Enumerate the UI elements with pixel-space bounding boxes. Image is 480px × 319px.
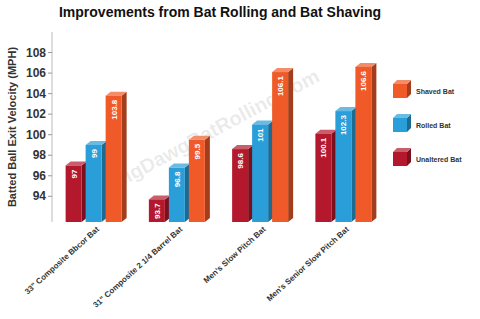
data-label: 100.1 xyxy=(319,137,328,158)
y-tick xyxy=(48,52,52,53)
bar-top xyxy=(66,162,87,166)
y-tick-label: 106 xyxy=(26,66,46,80)
legend-label: Rolled Bat xyxy=(416,122,451,129)
x-tick-label: 31" Composite 2 1/4 Barrel Bat xyxy=(91,225,184,310)
legend-swatch-top xyxy=(393,80,411,84)
bar-top xyxy=(232,145,253,149)
data-label: 101 xyxy=(256,128,265,142)
data-label: 103.8 xyxy=(110,99,119,120)
x-tick-label: Men's Slow Pitch Bat xyxy=(202,225,268,286)
bar xyxy=(189,140,205,222)
bar-top xyxy=(335,107,356,111)
bar xyxy=(169,168,185,222)
bar xyxy=(66,166,82,222)
data-label: 96.8 xyxy=(173,171,182,187)
legend-swatch-top xyxy=(393,114,411,118)
data-label: 98.6 xyxy=(236,153,245,169)
data-label: 97 xyxy=(70,169,79,178)
bar xyxy=(315,134,331,222)
bar-top xyxy=(86,141,107,145)
bar-side xyxy=(122,92,127,222)
bar-side xyxy=(288,68,293,222)
x-tick-label: Men's Senior Slow Pitch Bat xyxy=(265,225,351,304)
bar-top xyxy=(252,120,273,124)
title: Improvements from Bat Rolling and Bat Sh… xyxy=(59,4,381,20)
bar xyxy=(335,111,351,222)
y-tick xyxy=(48,196,52,197)
chart-container: Improvements from Bat Rolling and Bat Sh… xyxy=(0,0,480,319)
bar-side xyxy=(205,136,210,222)
y-axis-label: Batted Ball Exit Velocity (MPH) xyxy=(6,47,18,207)
y-tick-label: 98 xyxy=(33,148,47,162)
legend-label: Shaved Bat xyxy=(416,88,455,95)
y-tick xyxy=(48,155,52,156)
y-ticks: 94 96 98 100 102 104 106 108 xyxy=(26,46,52,204)
y-tick-label: 104 xyxy=(26,87,46,101)
legend-swatch xyxy=(393,152,407,166)
legend-label: Unaltered Bat xyxy=(416,156,462,163)
y-tick xyxy=(48,114,52,115)
legend-swatch-top xyxy=(393,148,411,152)
x-tick-label: 33" Composite Bbcor Bat xyxy=(23,225,101,297)
bar-top xyxy=(355,63,376,67)
y-tick-label: 108 xyxy=(26,46,46,60)
bar xyxy=(355,67,371,222)
bar xyxy=(272,72,288,222)
y-tick-label: 96 xyxy=(33,169,47,183)
legend: Shaved Bat Rolled Bat Unaltered Bat xyxy=(393,80,462,166)
y-tick xyxy=(48,134,52,135)
y-tick-label: 94 xyxy=(33,189,47,203)
data-label: 106.6 xyxy=(359,70,368,91)
data-label: 99.5 xyxy=(193,143,202,159)
bar xyxy=(149,199,165,222)
y-tick xyxy=(48,73,52,74)
bar-top xyxy=(149,195,170,199)
y-tick-label: 102 xyxy=(26,107,46,121)
bar-side xyxy=(371,63,376,222)
bar-top xyxy=(106,92,127,96)
bar xyxy=(252,124,268,222)
data-label: 93.7 xyxy=(153,203,162,219)
y-tick xyxy=(48,93,52,94)
data-label: 102.3 xyxy=(339,115,348,136)
bar-top xyxy=(189,136,210,140)
bar-top xyxy=(315,130,336,134)
data-label: 99 xyxy=(90,148,99,157)
legend-swatch xyxy=(393,84,407,98)
bar xyxy=(106,96,122,222)
bar xyxy=(86,145,102,222)
y-axis-line xyxy=(52,32,53,222)
data-labels: 97 99 103.8 93.7 96.8 99.5 98.6 101 106.1 100.1 10… xyxy=(70,70,369,219)
legend-swatch xyxy=(393,118,407,132)
data-label: 106.1 xyxy=(276,76,285,97)
y-tick-label: 100 xyxy=(26,128,46,142)
y-tick xyxy=(48,175,52,176)
bars xyxy=(66,63,377,222)
bar-top xyxy=(272,68,293,72)
bar-top xyxy=(169,164,190,168)
chart-svg: Improvements from Bat Rolling and Bat Sh… xyxy=(0,0,480,319)
bar xyxy=(232,149,248,222)
